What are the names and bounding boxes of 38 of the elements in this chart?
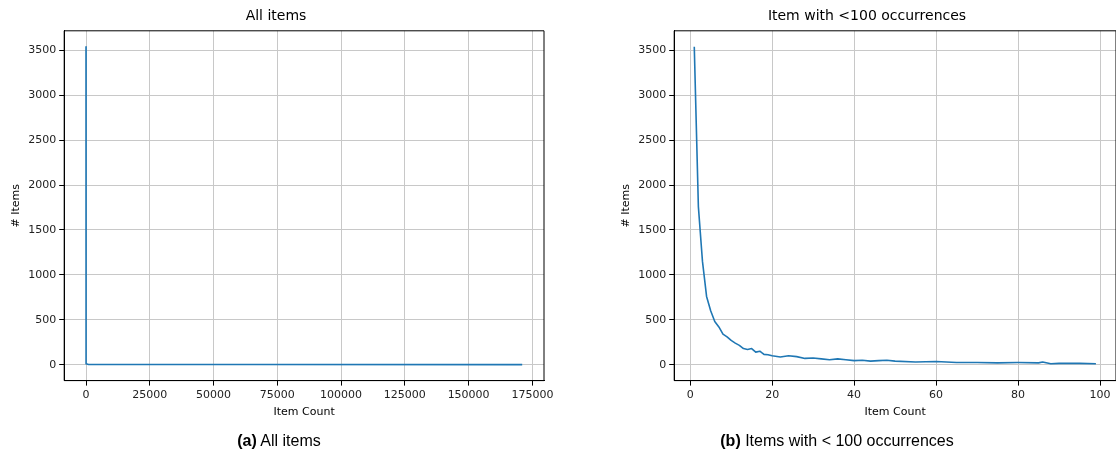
y-tick-label: 0 — [49, 357, 57, 371]
x-tick-label: 125000 — [383, 388, 426, 402]
x-tick-label: 20 — [765, 388, 780, 402]
y-axis-title: # Items — [9, 183, 23, 228]
y-tick-label: 1500 — [28, 222, 57, 236]
y-tick-label: 2000 — [638, 177, 667, 191]
y-tick-label: 1000 — [638, 267, 667, 281]
y-tick-label: 2000 — [28, 177, 57, 191]
y-tick-label: 2500 — [28, 132, 57, 146]
y-axis-title: # Items — [619, 183, 633, 228]
x-tick-label: 150000 — [447, 388, 490, 402]
x-tick-label: 50000 — [196, 388, 232, 402]
y-tick-label: 1500 — [638, 222, 667, 236]
y-tick-label: 3500 — [638, 43, 667, 57]
chart-title: All items — [245, 7, 307, 24]
x-tick-label: 60 — [929, 388, 944, 402]
x-tick-label: 175000 — [511, 388, 554, 402]
y-tick-label: 3000 — [638, 88, 667, 102]
x-tick-label: 75000 — [259, 388, 295, 402]
y-tick-label: 2500 — [638, 132, 667, 146]
x-axis-title: Item Count — [273, 405, 336, 419]
x-tick-label: 80 — [1011, 388, 1026, 402]
y-tick-label: 0 — [659, 357, 667, 371]
y-tick-label: 3000 — [28, 88, 57, 102]
chart-title: Item with <100 occurrences — [767, 7, 967, 24]
y-tick-label: 500 — [35, 312, 57, 326]
x-axis-title: Item Count — [864, 405, 927, 419]
text: (a) All items — [236, 432, 322, 450]
x-tick-label: 0 — [686, 388, 694, 402]
x-tick-label: 100000 — [320, 388, 363, 402]
y-tick-label: 1000 — [28, 267, 57, 281]
y-tick-label: 3500 — [28, 43, 57, 57]
x-tick-label: 25000 — [132, 388, 168, 402]
y-tick-label: 500 — [645, 312, 667, 326]
text: (b) Items with < 100 occurrences — [719, 432, 955, 450]
x-tick-label: 40 — [847, 388, 862, 402]
x-tick-label: 100 — [1089, 388, 1111, 402]
x-tick-label: 0 — [82, 388, 90, 402]
